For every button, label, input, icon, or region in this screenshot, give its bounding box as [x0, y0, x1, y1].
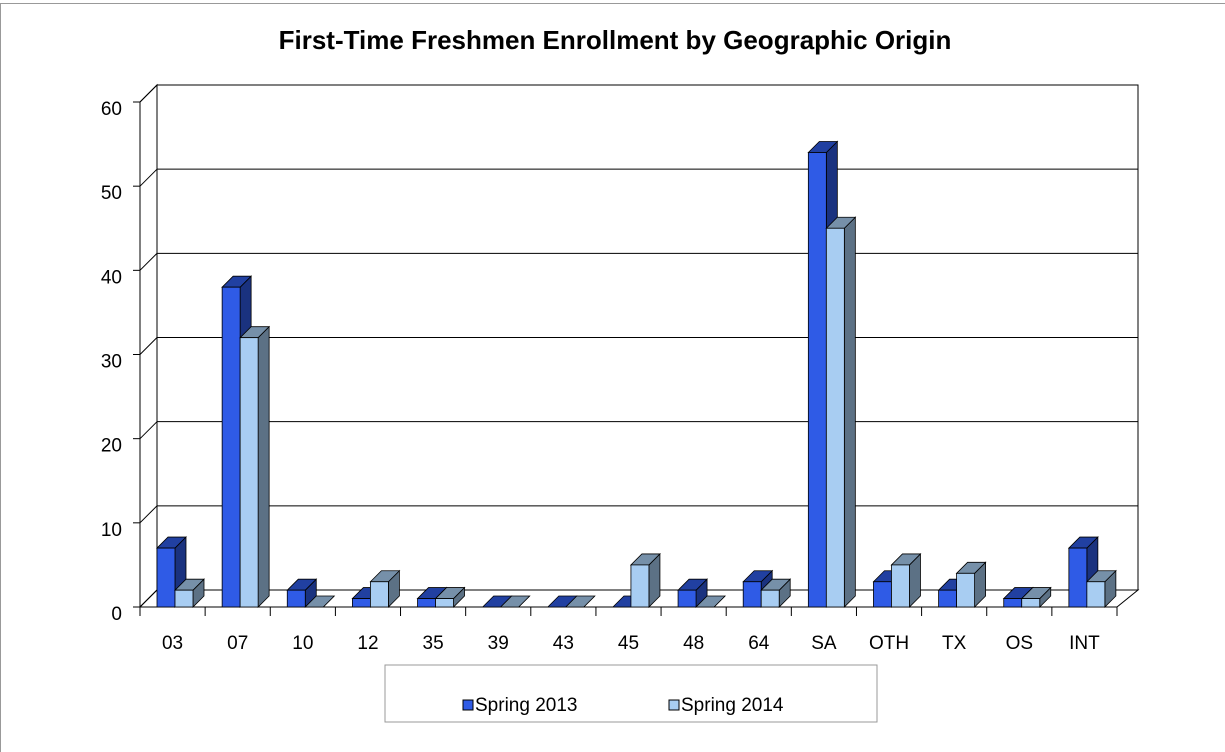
bar: [564, 595, 596, 608]
bar-front: [742, 581, 762, 608]
y-tick-label: 20: [101, 436, 122, 457]
x-tick-label: 45: [618, 633, 639, 654]
bar: [760, 578, 792, 608]
bar: [825, 216, 857, 608]
y-tick-label: 0: [111, 604, 122, 625]
bar-top: [304, 595, 336, 608]
bar: [174, 578, 205, 608]
bar-front: [435, 598, 454, 608]
bar: [1085, 569, 1117, 608]
bar-top: [695, 595, 727, 608]
legend-swatch: [668, 699, 680, 711]
legend-label: Spring 2013: [475, 695, 577, 716]
grid-line: [139, 252, 158, 271]
bar: [304, 595, 336, 608]
bar-front: [417, 598, 436, 608]
bar-side: [843, 216, 856, 608]
x-tick-label: INT: [1069, 633, 1100, 654]
y-tick-label: 10: [101, 520, 122, 541]
bar: [890, 552, 922, 608]
bar-front: [956, 572, 975, 608]
bar: [955, 561, 987, 608]
y-tick-label: 30: [101, 352, 122, 373]
bar: [499, 595, 531, 608]
grid-line: [139, 505, 158, 524]
bar: [239, 325, 271, 608]
grid-line: [139, 337, 158, 355]
bar: [677, 578, 709, 608]
x-tick-label: OS: [1006, 633, 1033, 654]
bar-front: [156, 547, 176, 608]
legend-label: Spring 2014: [681, 695, 784, 716]
legend-box: [384, 664, 878, 723]
grid-line: [139, 589, 158, 608]
bar-front: [174, 589, 194, 608]
bar-front: [1021, 598, 1041, 608]
x-tick-label: 35: [423, 633, 444, 654]
x-tick-label: 10: [292, 633, 313, 654]
legend-swatch: [462, 699, 474, 711]
bar-front: [873, 581, 892, 608]
y-tick-label: 50: [101, 183, 122, 204]
grid-line: [139, 168, 158, 187]
bar-front: [630, 564, 650, 608]
x-tick-label: OTH: [869, 633, 909, 654]
bar: [286, 578, 318, 608]
x-tick-label: 12: [357, 633, 378, 654]
bar: [629, 552, 661, 608]
bar-front: [1003, 598, 1023, 608]
bar-front: [351, 598, 371, 608]
bar-front: [807, 152, 827, 608]
bar-front: [369, 581, 389, 608]
x-tick-label: 03: [162, 633, 183, 654]
bar-front: [825, 227, 845, 608]
y-tick-label: 40: [101, 267, 122, 288]
grid-line: [139, 421, 158, 440]
bar-top: [499, 595, 531, 608]
bar-front: [1086, 581, 1106, 608]
x-tick-label: 48: [683, 633, 704, 654]
bar-side: [257, 325, 270, 608]
y-tick-label: 60: [101, 99, 122, 120]
bar-front: [891, 564, 910, 608]
grid-line: [139, 84, 158, 103]
bar-front: [286, 589, 306, 608]
bar: [695, 595, 727, 608]
bar-top: [564, 595, 596, 608]
bar: [434, 586, 466, 608]
bar-front: [1068, 547, 1088, 608]
bar-front: [760, 589, 780, 608]
bar: [369, 569, 401, 608]
bar: [1020, 586, 1052, 608]
x-tick-label: SA: [811, 633, 837, 654]
x-tick-label: TX: [942, 633, 967, 654]
bar-front: [677, 589, 697, 608]
x-tick-label: 43: [553, 633, 574, 654]
chart-title: First-Time Freshmen Enrollment by Geogra…: [279, 25, 952, 55]
bar-front: [239, 337, 259, 608]
frame: [0, 3, 1225, 752]
x-tick-label: 64: [748, 633, 770, 654]
bar-front: [221, 286, 241, 608]
x-tick-label: 39: [488, 633, 509, 654]
x-tick-label: 07: [227, 633, 248, 654]
bar-front: [938, 589, 957, 608]
